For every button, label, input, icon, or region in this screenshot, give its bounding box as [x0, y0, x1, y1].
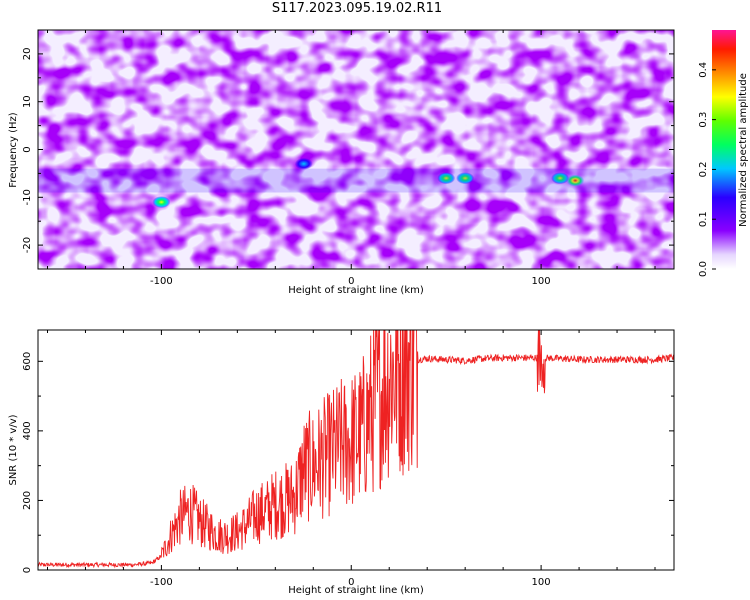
- bottom-x-tick-label: 0: [348, 577, 354, 588]
- spectrogram-carrier-band: [38, 168, 674, 193]
- colorbar: 0.0 0.1 0.2 0.3 0.4 Normalized spectral ampl…: [698, 30, 749, 277]
- bottom-y-tick-label: 0: [22, 567, 33, 573]
- bottom-x-tick-label: -100: [150, 577, 173, 588]
- colorbar-gradient: [712, 30, 736, 269]
- spectrogram-hotspot: [456, 172, 475, 185]
- bottom-x-axis-label: Height of straight line (km): [288, 585, 424, 596]
- bottom-y-axis-label: SNR (10 * v/v): [8, 414, 19, 485]
- spectrogram-hotspot: [551, 172, 570, 185]
- spectrogram-hotspot: [566, 174, 585, 187]
- top-x-axis-label: Height of straight line (km): [288, 285, 424, 296]
- colorbar-tick-label: 0.2: [698, 161, 709, 177]
- spectrogram-hotspots: [38, 157, 674, 209]
- top-x-tick-label: -100: [150, 276, 173, 287]
- bottom-y-tick-label: 600: [22, 352, 33, 371]
- chart-title: S117.2023.095.19.02.R11: [271, 1, 443, 16]
- colorbar-tick-label: 0.4: [698, 62, 709, 78]
- top-y-tick-label: 0: [22, 146, 33, 152]
- spectrogram-hotspot: [152, 196, 171, 209]
- top-x-tick-label: 100: [532, 276, 551, 287]
- snr-panel: -100 0 100 0 200 400 600 Height of straight li…: [8, 329, 675, 596]
- snr-line: [38, 330, 674, 569]
- top-y-tick-label: -10: [22, 189, 33, 205]
- top-x-tick-label: 0: [348, 276, 354, 287]
- bottom-x-tick-label: 100: [532, 577, 551, 588]
- top-y-axis-label: Frequency (Hz): [8, 112, 19, 188]
- top-y-tick-label: 10: [22, 95, 33, 108]
- bottom-y-tick-label: 400: [22, 421, 33, 440]
- spectrogram-noise: [38, 30, 674, 269]
- colorbar-tick-label: 0.1: [698, 211, 709, 227]
- spectrogram-hotspot: [437, 172, 456, 185]
- bottom-y-tick-label: 200: [22, 491, 33, 510]
- colorbar-label: Normalized spectral amplitude: [738, 73, 749, 227]
- colorbar-tick-label: 0.0: [698, 261, 709, 277]
- colorbar-tick-label: 0.3: [698, 112, 709, 128]
- spectrogram-hotspot: [294, 157, 313, 170]
- top-y-tick-label: -20: [22, 237, 33, 253]
- top-y-tick-label: 20: [22, 48, 33, 61]
